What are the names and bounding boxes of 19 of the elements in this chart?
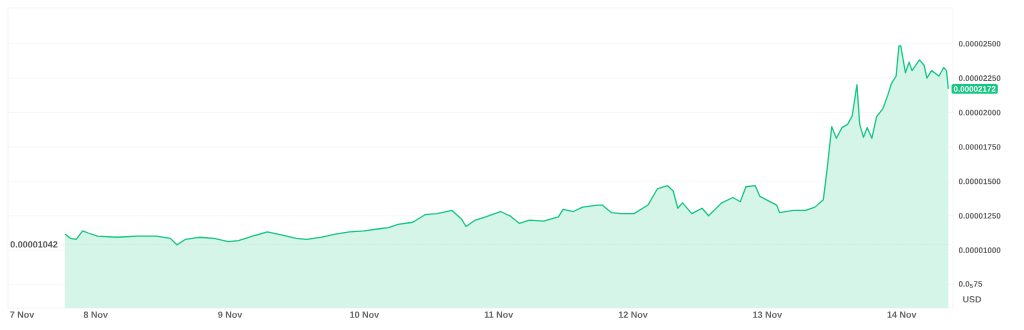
y-tick-label: 0.00002250 xyxy=(958,75,1001,82)
x-tick-label: 9 Nov xyxy=(218,311,243,318)
x-tick-label: 14 Nov xyxy=(887,311,917,318)
x-tick-label: 13 Nov xyxy=(753,311,783,318)
y-axis-title: USD xyxy=(963,296,982,303)
annotation: 0.00002172 xyxy=(953,86,996,92)
x-tick-label: 8 Nov xyxy=(83,311,108,318)
y-tick-label: 0.00001750 xyxy=(958,144,1001,150)
y-tick-label: 0.00001000 xyxy=(958,247,1001,254)
y-tick-label: 0.00001250 xyxy=(958,212,1001,219)
ref-line-label: 0.00001042 xyxy=(10,241,58,248)
y-tick-label: 0.00001500 xyxy=(958,178,1001,185)
x-tick-label: 7 Nov xyxy=(10,311,35,318)
y-tick-label: 0.00002000 xyxy=(958,109,1001,116)
x-tick-label: 11 Nov xyxy=(484,311,514,318)
y-tick-label: 0.0$_{5}$75 xyxy=(958,281,983,289)
y-tick-label: 0.00002500 xyxy=(958,40,1001,47)
x-tick-label: 10 Nov xyxy=(350,311,380,318)
x-tick-label: 12 Nov xyxy=(618,311,648,318)
